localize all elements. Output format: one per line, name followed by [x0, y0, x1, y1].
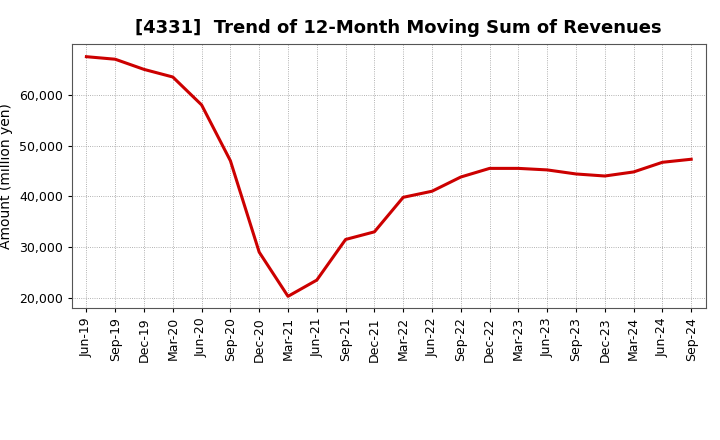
Y-axis label: Amount (million yen): Amount (million yen): [0, 103, 14, 249]
Text: [4331]  Trend of 12-Month Moving Sum of Revenues: [4331] Trend of 12-Month Moving Sum of R…: [135, 19, 662, 37]
